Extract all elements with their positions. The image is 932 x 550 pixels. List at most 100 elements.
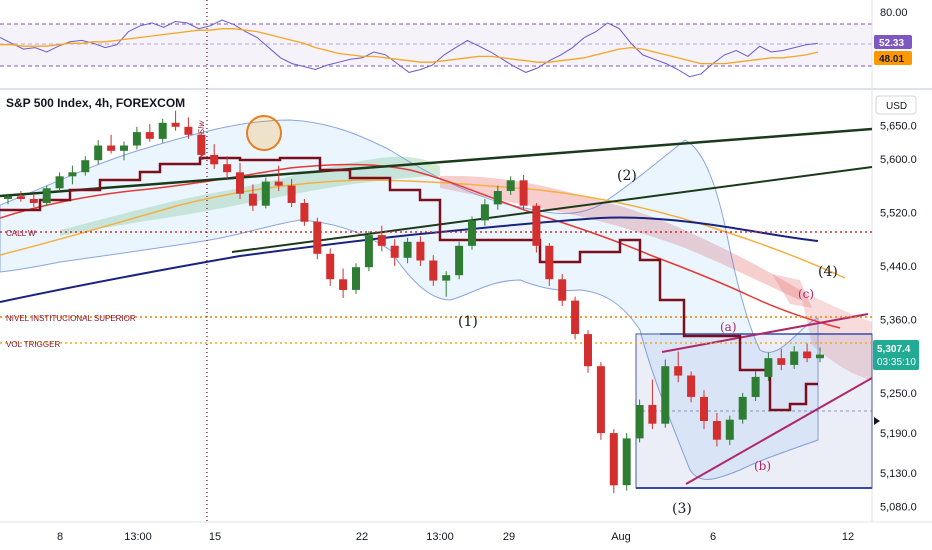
candle [635,399,644,443]
candle-body [120,145,128,151]
candle [210,144,219,169]
candle [261,177,270,209]
candle-body [442,275,451,281]
candle-body [236,172,244,194]
candle-body [816,354,824,359]
trendline-upper [0,127,873,198]
price-tick-7: 5,520.0 [880,207,917,219]
oscillator-tag-ma-bg [874,51,912,65]
level-call-wall-label: CALL W [6,229,36,238]
last-price-countdown: 03:35:10 [877,357,916,368]
price-tick-6: 5,440.0 [880,261,917,273]
candle [648,379,657,430]
candle [545,243,554,286]
time-axis[interactable]: 8 13:00 15 22 13:00 29 Aug 6 12 [0,521,932,543]
price-tick-5: 5,360.0 [880,314,917,326]
candle-body [712,421,721,440]
candle [313,217,322,260]
candle-body [687,375,696,397]
trendline-lower [231,166,873,253]
candle [725,415,734,446]
time-tick-8: 12 [842,531,854,543]
candle-body [171,122,180,127]
candle-body [790,351,799,365]
candle [197,132,206,159]
candle-body [764,358,773,377]
wave-label-4: (4) [818,264,838,280]
candle-body [506,180,515,191]
oscillator-series [0,19,819,78]
candle-body [223,164,232,173]
candle [609,429,618,494]
candle-body [571,300,580,334]
candle [403,237,412,264]
candle-body [42,188,51,203]
candle [790,346,799,369]
time-ticks: 8 13:00 15 22 13:00 29 Aug 6 12 [57,531,854,543]
bollinger-fill [0,119,819,480]
currency-label: USD [886,101,907,112]
candle [171,110,180,131]
candle-body [81,160,90,173]
candle-body [339,279,348,290]
candle [339,268,348,298]
candle-body [700,396,708,421]
candle [661,359,670,428]
time-tick-3: 22 [356,531,368,543]
candle-body [519,180,528,206]
currency-button[interactable] [875,95,917,115]
candle-body [68,172,77,177]
candle-body [429,260,438,281]
oscillator-tag-ma: 48.01 [874,51,912,65]
candle-body [326,253,335,280]
subwave-label-c: (c) [798,287,814,301]
candle [377,225,386,252]
candle-body [107,145,116,151]
candle [519,174,528,210]
ma-blue [0,216,819,303]
candle-body [364,235,373,268]
candle [674,351,683,383]
candle-body [674,366,683,376]
crosshair-arrow-icon [874,417,880,425]
candle [300,199,309,226]
oscillator-series-line-0 [0,19,819,78]
candle [132,126,141,150]
price-ticks: 5,080.05,130.05,190.05,250.05,310.05,360… [880,120,917,513]
candle [107,134,116,154]
candle [55,172,64,191]
candle [571,296,580,340]
candle-body [545,245,554,280]
time-tick-5: 29 [503,531,515,543]
candle [803,343,812,363]
candle-body [274,181,283,186]
subwave-label-b: (b) [754,459,771,473]
price-tick-3: 5,250.0 [880,388,917,400]
candle-body [261,181,270,206]
oscillator-tag-rsi-text: 52.33 [879,38,904,49]
candle-body [584,334,592,367]
cloud-red [440,175,800,300]
oscillator-tag-rsi: 52.33 [874,35,912,49]
candle [94,140,103,165]
oscillator-series-line-1 [0,28,819,65]
candle-body [287,185,296,203]
candle [429,255,438,286]
candle [326,248,335,286]
candle [274,165,283,191]
level-institucional-label: NIVEL INSTITUCIONAL SUPERIOR [6,314,136,323]
candle-body [4,196,12,199]
candle-body [184,126,193,135]
candle [480,199,489,226]
candle [390,239,399,266]
candle-body [352,267,360,290]
price-tick-8: 5,600.0 [880,154,917,166]
candle [584,330,592,373]
chart-title: S&P 500 Index, 4h, FOREXCOM [6,96,185,110]
candle-body [558,279,567,301]
candle [416,236,425,266]
wave-label-3: (3) [672,501,692,517]
cloud-red-right [800,290,872,380]
subwave-label-a: (a) [720,320,737,334]
